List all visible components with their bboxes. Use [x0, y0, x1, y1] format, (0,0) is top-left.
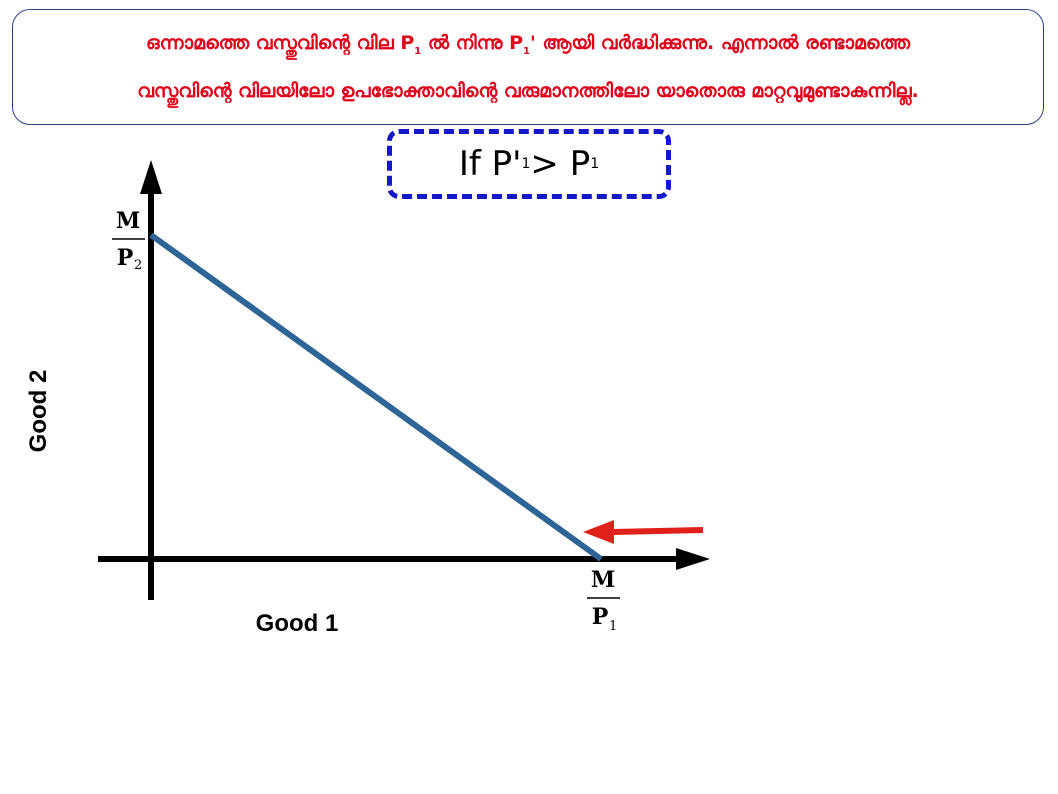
x-intercept-numerator: M [591, 567, 615, 593]
shift-arrow-shaft [611, 527, 704, 535]
condition-prefix: If P' [458, 144, 522, 184]
x-intercept-denominator: P [592, 604, 609, 630]
y-intercept-subscript: 2 [134, 258, 142, 273]
note-line-1-part-b: ല്‍ നിന്നു P [421, 31, 524, 54]
y-axis-arrowhead [140, 160, 162, 194]
note-line-2: വസ്തുവിന്റെ വിലയിലോ ഉപഭോക്താവിന്റെ വരുമാ… [137, 80, 919, 103]
x-axis-label: Good 1 [256, 610, 339, 637]
explanation-note: ഒന്നാമത്തെ വസ്തുവിന്റെ വില P1 ല്‍ നിന്നു… [12, 9, 1044, 125]
x-intercept-subscript: 1 [609, 619, 617, 634]
note-line-1-part-a: ഒന്നാമത്തെ വസ്തുവിന്റെ വില P [146, 31, 415, 54]
condition-sub-2: 1 [590, 156, 600, 172]
note-line-1: ഒന്നാമത്തെ വസ്തുവിന്റെ വില P1 ല്‍ നിന്നു… [146, 23, 910, 72]
note-subscript-1: 1 [414, 45, 422, 57]
condition-operator: > P [530, 144, 591, 184]
y-axis-label: Good 2 [25, 370, 52, 453]
condition-sub-1: 1 [521, 156, 531, 172]
y-intercept-denominator: P [117, 245, 134, 271]
shift-arrow-head [583, 520, 614, 544]
budget-line [149, 232, 603, 562]
y-intercept-numerator: M [116, 208, 140, 234]
x-axis-arrowhead [676, 548, 710, 570]
note-subscript-2: 1 [523, 45, 531, 57]
note-line-1-part-c: ' ആയി വര്‍ദ്ധിക്കുന്നു. എന്നാല്‍ രണ്ടാമത… [530, 31, 910, 54]
